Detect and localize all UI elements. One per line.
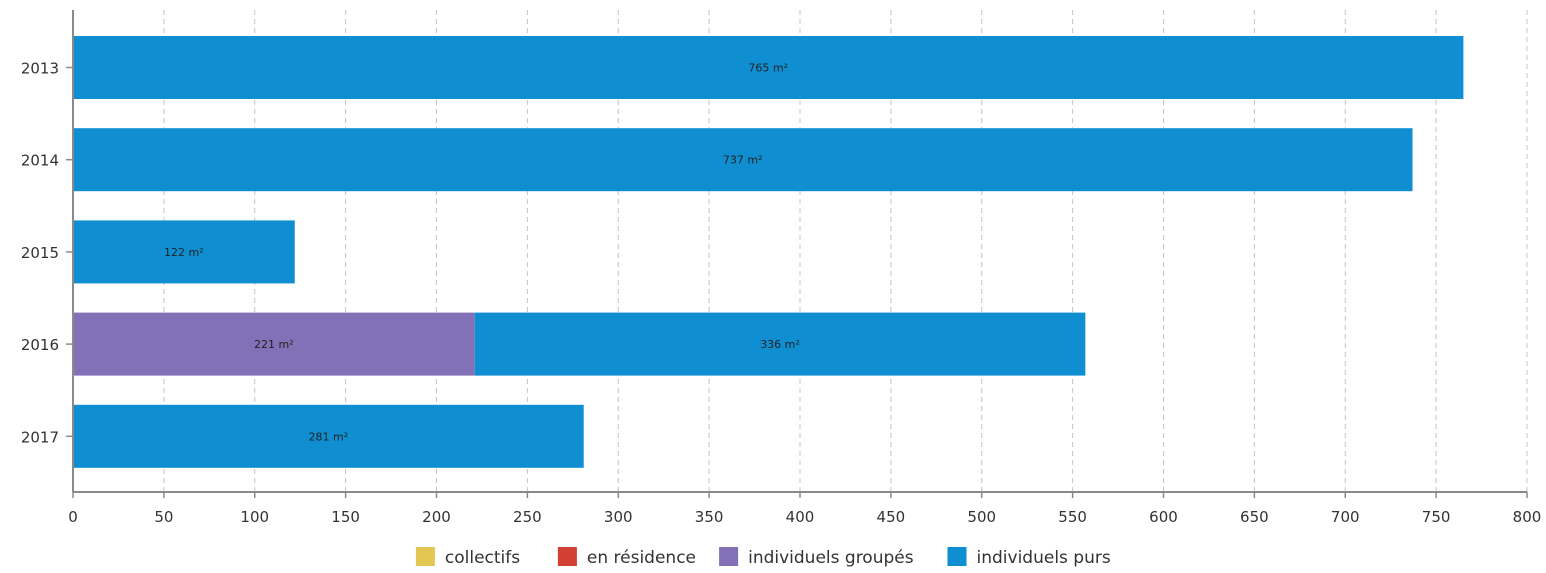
data-labels: 765 m² 737 m² 122 m² 221 m² 336 m² 281 m² [164, 62, 800, 444]
x-tick-label-600: 600 [1149, 508, 1178, 526]
x-tick-label-750: 750 [1422, 508, 1451, 526]
x-tick-label-450: 450 [877, 508, 906, 526]
x-tick-label-500: 500 [967, 508, 996, 526]
legend-swatch-en-résidence [557, 547, 577, 566]
y-tick-label-2017: 2017 [21, 428, 59, 446]
legend-swatch-individuels-groupés [719, 547, 739, 566]
x-tick-label-150: 150 [331, 508, 360, 526]
bar-2015-individuels-purs [73, 220, 295, 284]
data-label-2016-individuels-groupés: 221 m² [254, 338, 294, 351]
x-tick-label-200: 200 [422, 508, 451, 526]
bar-2016-individuels-groupés [73, 312, 475, 376]
y-tick-label-2013: 2013 [21, 60, 59, 78]
axes: 0 50 100 150 200 250 300 350 400 450 500 550 600 650 7… [21, 10, 1542, 526]
x-tick-label-50: 50 [154, 508, 173, 526]
bar-2014-individuels-purs [73, 128, 1413, 192]
legend-label-en-résidence: en résidence [587, 548, 696, 568]
x-tick-label-300: 300 [604, 508, 633, 526]
bars [73, 36, 1464, 468]
legend: collectifs en résidence individuels groupé… [415, 547, 1111, 568]
bar-2016-individuels-purs [474, 312, 1086, 376]
x-tick-label-400: 400 [786, 508, 815, 526]
data-label-2016-individuels-purs: 336 m² [760, 338, 800, 351]
x-tick-label-550: 550 [1058, 508, 1087, 526]
legend-swatch-individuels-purs [947, 547, 967, 566]
x-tick-label-350: 350 [695, 508, 724, 526]
bar-2017-individuels-purs [73, 404, 584, 468]
x-tick-label-100: 100 [240, 508, 269, 526]
x-tick-label-0: 0 [68, 508, 78, 526]
data-label-2017-individuels-purs: 281 m² [309, 430, 349, 443]
y-tick-label-2015: 2015 [21, 244, 59, 262]
legend-label-individuels-purs: individuels purs [977, 548, 1111, 568]
x-tick-label-650: 650 [1240, 508, 1269, 526]
x-tick-label-250: 250 [513, 508, 542, 526]
legend-swatch-collectifs [415, 547, 435, 566]
x-tick-label-700: 700 [1331, 508, 1360, 526]
bar-2013-individuels-purs [73, 36, 1464, 99]
x-tick-label-800: 800 [1513, 508, 1542, 526]
data-label-2013-individuels-purs: 765 m² [748, 62, 788, 75]
y-tick-label-2014: 2014 [21, 152, 59, 170]
y-tick-label-2016: 2016 [21, 336, 59, 354]
legend-label-collectifs: collectifs [445, 548, 520, 568]
legend-label-individuels-groupés: individuels groupés [748, 548, 914, 568]
data-label-2015-individuels-purs: 122 m² [164, 246, 204, 259]
data-label-2014-individuels-purs: 737 m² [723, 154, 763, 167]
